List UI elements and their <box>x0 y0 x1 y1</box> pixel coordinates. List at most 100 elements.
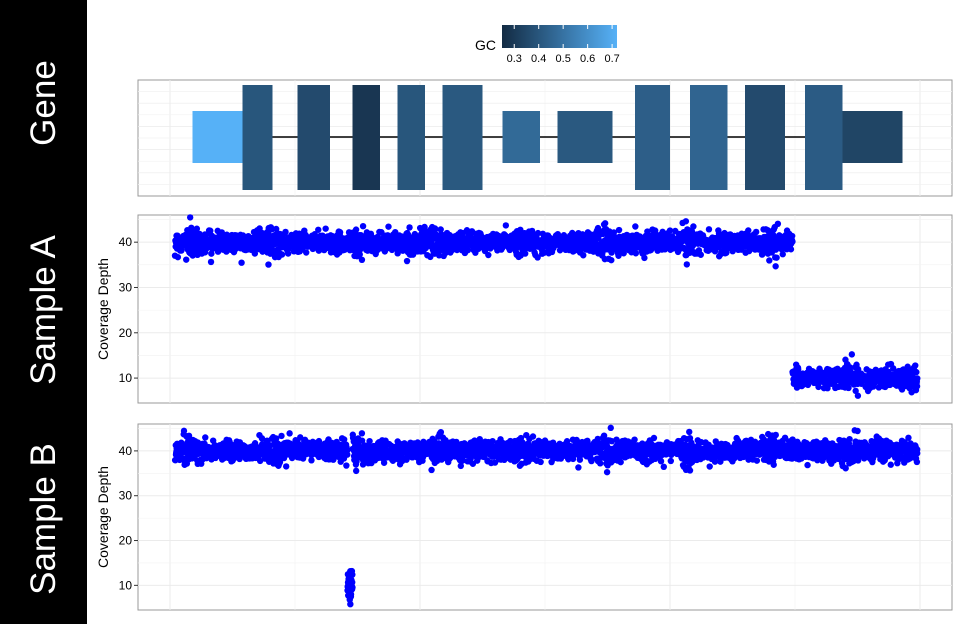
gc-colorbar <box>502 25 617 48</box>
sample-a-depth-point <box>437 226 444 233</box>
sample-a-depth-point <box>207 227 214 234</box>
sample-b-depth-point <box>286 430 293 437</box>
sample-a-depth-point <box>502 222 510 229</box>
exon-block <box>242 85 273 190</box>
sample-a-depth-point <box>705 226 713 233</box>
sample-a-depth-point <box>521 250 529 257</box>
sample-a-depth-point <box>265 261 272 268</box>
sample-a-y-tick-label: 10 <box>119 371 133 385</box>
sample-b-depth-point <box>686 467 694 474</box>
sample-a-depth-point <box>779 251 786 258</box>
sample-a-depth-point <box>464 246 472 254</box>
sample-a-depth-point <box>303 249 310 256</box>
sample-a-depth-point <box>322 225 329 232</box>
sample-a-depth-point <box>914 375 921 382</box>
sample-b-depth-point <box>772 431 779 439</box>
sample-b-depth-point <box>753 457 761 464</box>
sample-b-depth-point <box>428 466 435 474</box>
sample-a-depth-point <box>632 223 639 230</box>
sample-b-depth-point <box>529 433 537 440</box>
sample-b-depth-point <box>657 457 665 465</box>
sample-a-depth-point <box>251 250 259 257</box>
sample-a-depth-point <box>752 228 760 236</box>
exon-block <box>557 111 613 163</box>
sample-a-depth-point <box>848 351 856 358</box>
exon-block <box>805 85 843 190</box>
sample-b-depth-point <box>489 437 496 445</box>
sample-b-depth-point <box>380 459 388 466</box>
sample-a-depth-point <box>406 224 413 231</box>
sample-a-depth-point <box>620 250 627 257</box>
sample-b-depth-point <box>617 458 624 466</box>
exon-block <box>397 85 425 190</box>
exon-block <box>502 111 540 163</box>
sample-a-depth-point <box>854 392 862 399</box>
exon-block <box>352 85 380 190</box>
sample-a-depth-point <box>772 263 779 270</box>
sample-b-depth-point <box>537 458 544 466</box>
sample-a-depth-point <box>431 225 439 232</box>
sample-b-depth-point <box>686 428 693 436</box>
sample-a-depth-point <box>278 251 286 258</box>
sample-a-y-tick-label: 30 <box>119 280 133 294</box>
strip-background <box>0 0 87 624</box>
sample-a-depth-point <box>193 225 201 232</box>
gene-panel <box>137 79 953 197</box>
sample-a-depth-point <box>789 238 796 245</box>
exon-block <box>745 85 785 190</box>
sample-b-depth-point <box>575 464 582 471</box>
gc-legend-tick-label: 0.3 <box>507 53 522 65</box>
sample-a-depth-point <box>644 228 651 235</box>
sample-a-depth-point <box>403 257 411 265</box>
gc-legend: GC 0.3 0.4 0.5 0.6 0.7 <box>475 25 620 65</box>
sample-a-depth-point <box>666 227 674 234</box>
sample-a-depth-point <box>385 223 392 230</box>
sample-b-depth-point <box>607 424 614 432</box>
exon-block <box>192 111 243 163</box>
sample-a-depth-point <box>207 258 215 266</box>
sample-a-depth-point <box>601 220 609 227</box>
sample-a-depth-point <box>580 252 587 259</box>
sample-a-depth-point <box>788 232 796 240</box>
sample-a-depth-point <box>284 250 292 257</box>
sample-a-depth-point <box>534 254 541 261</box>
sample-a-depth-point <box>682 218 690 225</box>
sample-a-depth-point <box>683 261 691 268</box>
sample-a-depth-point <box>421 223 428 231</box>
exon-block <box>442 85 483 190</box>
sample-a-depth-point <box>608 249 615 256</box>
sample-b-depth-point <box>349 571 356 578</box>
gc-legend-tick-label: 0.6 <box>580 53 595 65</box>
exon-block <box>635 85 670 190</box>
sample-b-depth-point <box>349 584 356 591</box>
sample-a-depth-point <box>356 251 363 258</box>
sample-a-depth-point <box>913 368 920 376</box>
sample-a-depth-point <box>773 254 780 261</box>
sample-b-depth-point <box>596 460 604 467</box>
sample-a-depth-point <box>352 226 360 233</box>
sample-a-depth-point <box>485 251 492 259</box>
sample-a-depth-point <box>774 220 782 228</box>
gc-legend-tick-label: 0.7 <box>604 53 619 65</box>
sample-a-depth-point <box>913 383 921 390</box>
sample-b-depth-point <box>308 457 315 464</box>
sample-a-y-tick-label: 20 <box>119 326 133 340</box>
sample-a-depth-point <box>615 226 623 234</box>
sample-b-depth-point <box>650 434 658 442</box>
sample-a-depth-point <box>912 362 919 369</box>
sample-a-depth-point <box>641 254 648 262</box>
sample-b-depth-point <box>660 463 668 471</box>
sample-a-depth-point <box>697 251 705 258</box>
sample-a-depth-point <box>615 252 622 259</box>
sample-a-depth-point <box>394 250 401 257</box>
sample-b-depth-point <box>343 462 350 469</box>
sample-b-depth-point <box>631 436 638 443</box>
sample-a-depth-point <box>336 229 344 236</box>
exon-block <box>842 111 903 163</box>
sample-a-depth-point <box>690 223 697 230</box>
sample-a-depth-point <box>186 214 194 221</box>
sample-b-depth-point <box>667 457 675 465</box>
sample-b-depth-point <box>706 463 713 470</box>
